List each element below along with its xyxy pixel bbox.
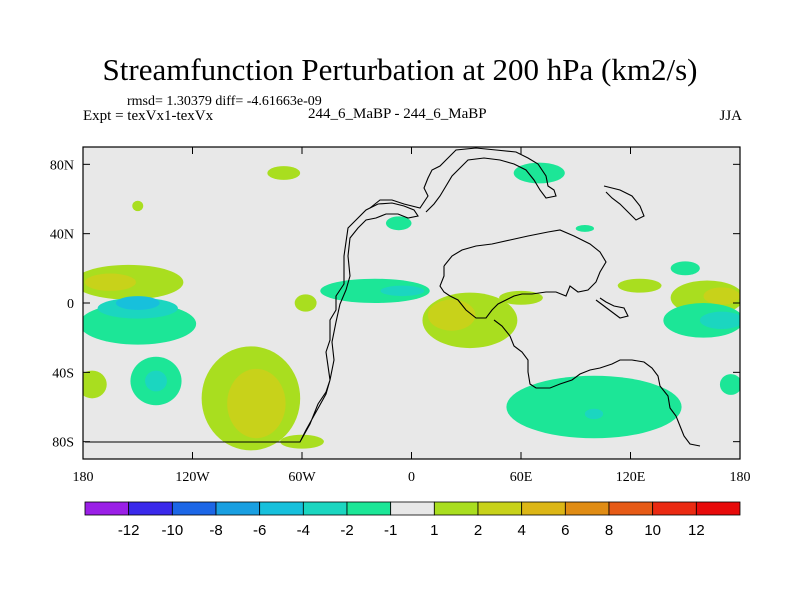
- colorbar-swatch-5: [302, 501, 348, 516]
- x-tick-label-6: 180: [730, 470, 751, 485]
- y-axis: 80N 40N 0 40S 80S: [50, 158, 740, 451]
- contour-region-26: [506, 375, 682, 439]
- colorbar-label-9: 4: [517, 522, 525, 539]
- contour-region-4: [267, 166, 301, 180]
- contour-region-17: [115, 296, 160, 310]
- contour-region-13: [703, 287, 740, 305]
- y-tick-label-0: 80N: [50, 158, 74, 173]
- continent-east-fragment: [595, 297, 629, 319]
- colorbar-label-3: -6: [253, 522, 266, 539]
- continent-outlines: [85, 147, 701, 447]
- stats-label: rmsd= 1.30379 diff= -4.61663e-09: [127, 94, 322, 109]
- y-tick-label-1: 40N: [50, 228, 74, 243]
- colorbar-swatch-6: [346, 501, 392, 516]
- colorbar-swatch-9: [477, 501, 523, 516]
- contour-region-21: [380, 285, 425, 297]
- y-tick-label-3: 40S: [52, 366, 74, 381]
- colorbar-label-11: 8: [605, 522, 613, 539]
- x-tick-label-5: 120E: [616, 470, 646, 485]
- contour-region-25: [670, 261, 700, 276]
- x-tick-label-1: 120W: [175, 470, 210, 485]
- colorbar-label-6: -1: [384, 522, 397, 539]
- season-label: JJA: [719, 108, 742, 124]
- colorbar-swatch-12: [608, 501, 654, 516]
- contour-region-29: [699, 311, 740, 329]
- x-tick-label-2: 60W: [288, 470, 316, 485]
- colorbar-swatch-10: [521, 501, 566, 516]
- continent-center: [439, 229, 607, 319]
- y-tick-label-2: 0: [67, 297, 74, 312]
- colorbar-label-13: 12: [688, 522, 705, 539]
- contour-region-1: [84, 273, 136, 291]
- contour-region-6: [227, 368, 286, 439]
- x-tick-label-0: 180: [73, 470, 94, 485]
- contour-region-3: [132, 200, 144, 212]
- colorbar-label-7: 1: [430, 522, 438, 539]
- contour-region-10: [427, 299, 476, 331]
- colorbar-swatch-7: [390, 501, 435, 516]
- contour-region-14: [617, 278, 662, 293]
- colorbar-label-1: -10: [161, 522, 183, 539]
- x-tick-label-3: 0: [408, 470, 415, 485]
- chart-title: Streamfunction Perturbation at 200 hPa (…: [102, 52, 698, 87]
- contour-region-24: [575, 225, 594, 232]
- continent-north: [369, 147, 557, 213]
- experiment-label: Expt = texVx1-texVx: [83, 108, 214, 124]
- colorbar-swatch-8: [433, 501, 479, 516]
- colorbar: -12 -10 -8 -6 -4 -2 -1 1 2 4 6 8 10 12: [84, 501, 741, 539]
- colorbar-swatch-13: [652, 501, 697, 516]
- x-tick-label-4: 60E: [510, 470, 533, 485]
- colorbar-label-10: 6: [561, 522, 569, 539]
- contour-fills: [83, 162, 740, 451]
- x-axis: 180 120W 60W 0 60E 120E 180: [73, 147, 751, 485]
- colorbar-label-12: 10: [644, 522, 661, 539]
- contour-region-30: [719, 374, 740, 395]
- colorbar-swatch-11: [564, 501, 610, 516]
- contour-region-27: [584, 408, 604, 420]
- continent-south: [493, 319, 701, 447]
- colorbar-swatch-3: [215, 501, 261, 516]
- colorbar-label-2: -8: [209, 522, 222, 539]
- contour-region-19: [145, 370, 167, 392]
- continent-west: [85, 202, 419, 443]
- contour-region-22: [385, 216, 412, 231]
- colorbar-swatch-14: [695, 501, 741, 516]
- colorbar-swatch-0: [84, 501, 130, 516]
- contour-region-2: [83, 370, 107, 399]
- contour-region-23: [513, 162, 565, 184]
- y-tick-label-4: 80S: [52, 436, 74, 451]
- colorbar-swatch-1: [128, 501, 173, 516]
- continent-east-upper: [603, 185, 645, 221]
- colorbar-swatch-4: [259, 501, 304, 516]
- contour-region-8: [294, 294, 317, 312]
- colorbar-label-8: 2: [474, 522, 482, 539]
- colorbar-label-0: -12: [118, 522, 140, 539]
- colorbar-swatch-2: [171, 501, 217, 516]
- colorbar-label-5: -2: [340, 522, 353, 539]
- case-label: 244_6_MaBP - 244_6_MaBP: [308, 106, 487, 122]
- contour-region-7: [280, 434, 324, 449]
- colorbar-label-4: -4: [297, 522, 310, 539]
